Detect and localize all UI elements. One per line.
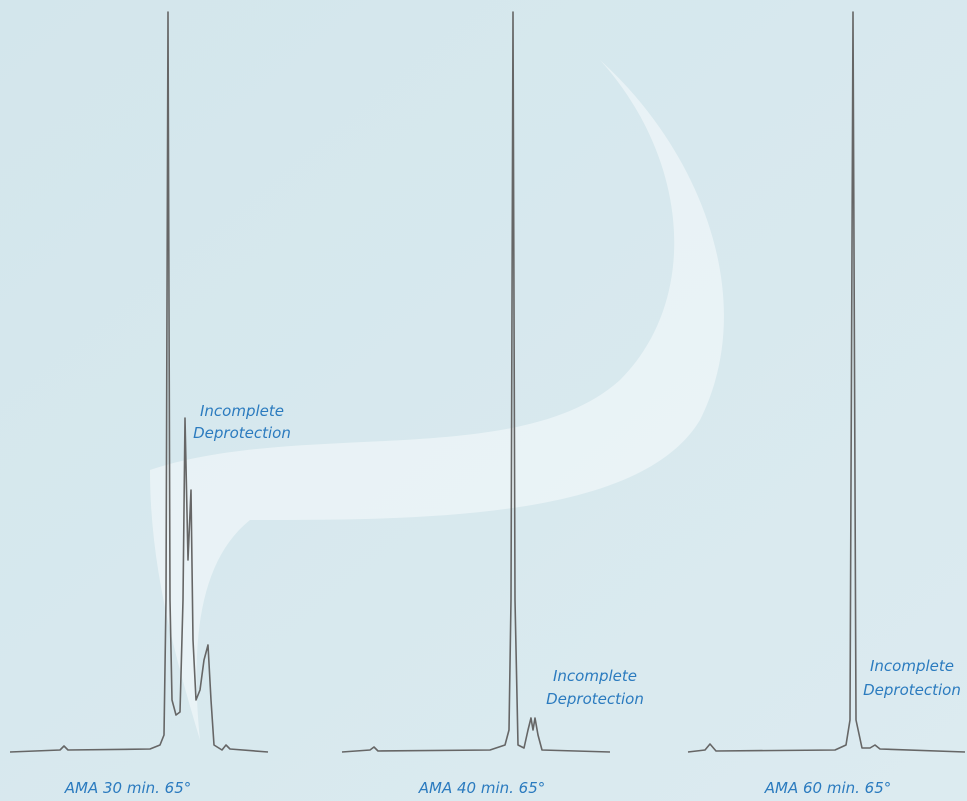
caption: AMA 60 min. 65° [764,779,892,797]
annotation: Incomplete [870,657,954,675]
chromatogram-trace [9,11,269,753]
chromatogram-trace [687,11,966,753]
caption: AMA 40 min. 65° [418,779,546,797]
chromatogram-trace [341,11,611,753]
annotation: Incomplete [200,402,284,420]
annotation: Incomplete [553,667,637,685]
caption: AMA 30 min. 65° [64,779,192,797]
background-swoosh [150,60,724,740]
annotation: Deprotection [546,690,644,708]
annotation: Deprotection [863,681,961,699]
annotation: Deprotection [193,424,291,442]
